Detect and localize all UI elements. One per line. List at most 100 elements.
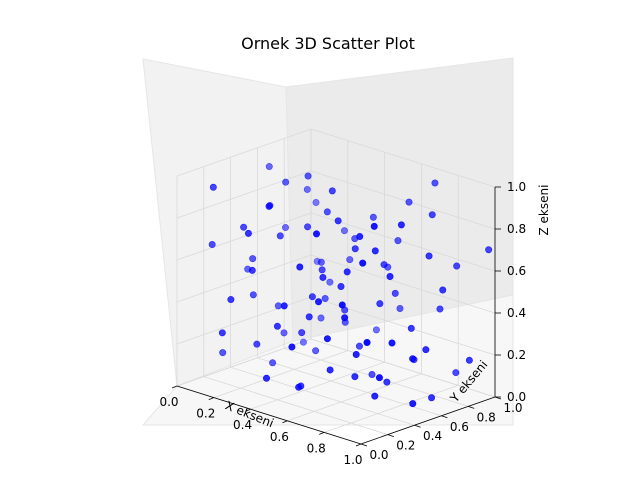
data-point: [428, 211, 436, 219]
grid-line: [203, 376, 388, 435]
z-tick-label: 0.2: [507, 348, 526, 362]
y-tick-mark: [441, 415, 448, 419]
data-point: [315, 298, 323, 306]
grid-line: [176, 296, 312, 345]
data-point: [299, 338, 307, 346]
x-tick-label: 0.2: [196, 407, 215, 421]
grid-line: [176, 128, 312, 177]
data-point: [249, 291, 257, 299]
data-point: [280, 302, 288, 310]
pane-left: [142, 58, 294, 387]
data-point: [409, 355, 417, 363]
data-point: [338, 301, 346, 309]
data-point: [303, 185, 311, 193]
data-point: [355, 342, 363, 350]
data-points: [208, 163, 493, 408]
grid-line: [176, 212, 312, 261]
data-point: [405, 198, 413, 206]
data-point: [370, 222, 378, 230]
grid-lines: [176, 128, 496, 445]
y-tick-label: 0.2: [396, 439, 415, 453]
data-point: [388, 339, 396, 347]
data-point: [304, 223, 312, 231]
data-point: [318, 266, 326, 274]
grid-line: [213, 350, 348, 398]
data-point: [265, 163, 273, 171]
data-point: [363, 338, 371, 346]
x-tick-mark: [208, 397, 214, 400]
chart-title: Ornek 3D Scatter Plot: [241, 34, 415, 53]
data-point: [253, 340, 261, 348]
data-point: [337, 282, 345, 290]
x-tick-label: 0.8: [307, 441, 326, 455]
data-point: [218, 329, 226, 337]
data-point: [313, 230, 321, 238]
x-tick-mark: [171, 385, 178, 389]
x-tick-mark: [245, 408, 251, 412]
grid-line: [310, 128, 496, 188]
data-point: [369, 213, 377, 221]
data-point: [352, 350, 360, 358]
data-point: [328, 187, 336, 195]
data-point: [431, 179, 439, 187]
data-point: [249, 255, 257, 263]
data-point: [485, 246, 493, 254]
data-point: [351, 373, 359, 381]
data-point: [282, 178, 290, 186]
y-tick-label: 0.6: [450, 420, 469, 434]
x-tick-mark: [282, 420, 288, 424]
z-tick-label: 0.8: [507, 222, 526, 236]
data-point: [321, 295, 329, 303]
data-point: [425, 252, 433, 260]
x-tick-label: 0.0: [159, 395, 178, 409]
pane-floor: [141, 294, 514, 426]
x-tick-label: 0.4: [233, 418, 252, 432]
pane-back: [285, 57, 514, 342]
data-point: [326, 278, 334, 286]
data-point: [244, 229, 252, 237]
data-point: [407, 324, 415, 332]
data-point: [380, 261, 388, 269]
data-point: [282, 224, 290, 232]
x-tick-mark: [319, 432, 325, 435]
grid-line: [310, 338, 496, 398]
data-point: [371, 247, 379, 255]
data-point: [317, 314, 325, 322]
data-point: [394, 237, 402, 245]
y-tick-mark: [360, 443, 368, 447]
data-point: [452, 369, 460, 377]
data-point: [312, 347, 320, 355]
grid-line: [287, 373, 422, 422]
data-point: [453, 262, 461, 270]
data-point: [295, 383, 303, 391]
data-point: [343, 268, 351, 276]
data-point: [356, 233, 364, 241]
data-point: [308, 293, 316, 301]
grid-line: [230, 366, 415, 426]
data-point: [376, 300, 384, 308]
data-point: [240, 223, 248, 231]
x-tick-label: 0.6: [270, 430, 289, 444]
data-point: [288, 343, 296, 351]
z-tick-label: 0.6: [507, 264, 526, 278]
z-tick-label: 0.0: [507, 390, 526, 404]
data-point: [396, 305, 404, 313]
y-tick-label: 0.0: [369, 448, 388, 462]
axes: [171, 186, 502, 447]
data-point: [428, 394, 436, 402]
data-point: [323, 208, 331, 216]
data-point: [273, 322, 281, 330]
data-point: [326, 366, 334, 374]
data-point: [383, 378, 391, 386]
data-point: [280, 329, 288, 337]
data-point: [439, 286, 447, 294]
data-point: [368, 370, 376, 378]
y-axis-line: [360, 396, 496, 445]
grid-line: [310, 170, 496, 230]
data-point: [274, 302, 282, 310]
z-tick-label: 1.0: [507, 180, 526, 194]
data-point: [208, 241, 216, 249]
data-point: [296, 263, 304, 271]
data-point: [341, 314, 349, 322]
data-point: [317, 258, 325, 266]
